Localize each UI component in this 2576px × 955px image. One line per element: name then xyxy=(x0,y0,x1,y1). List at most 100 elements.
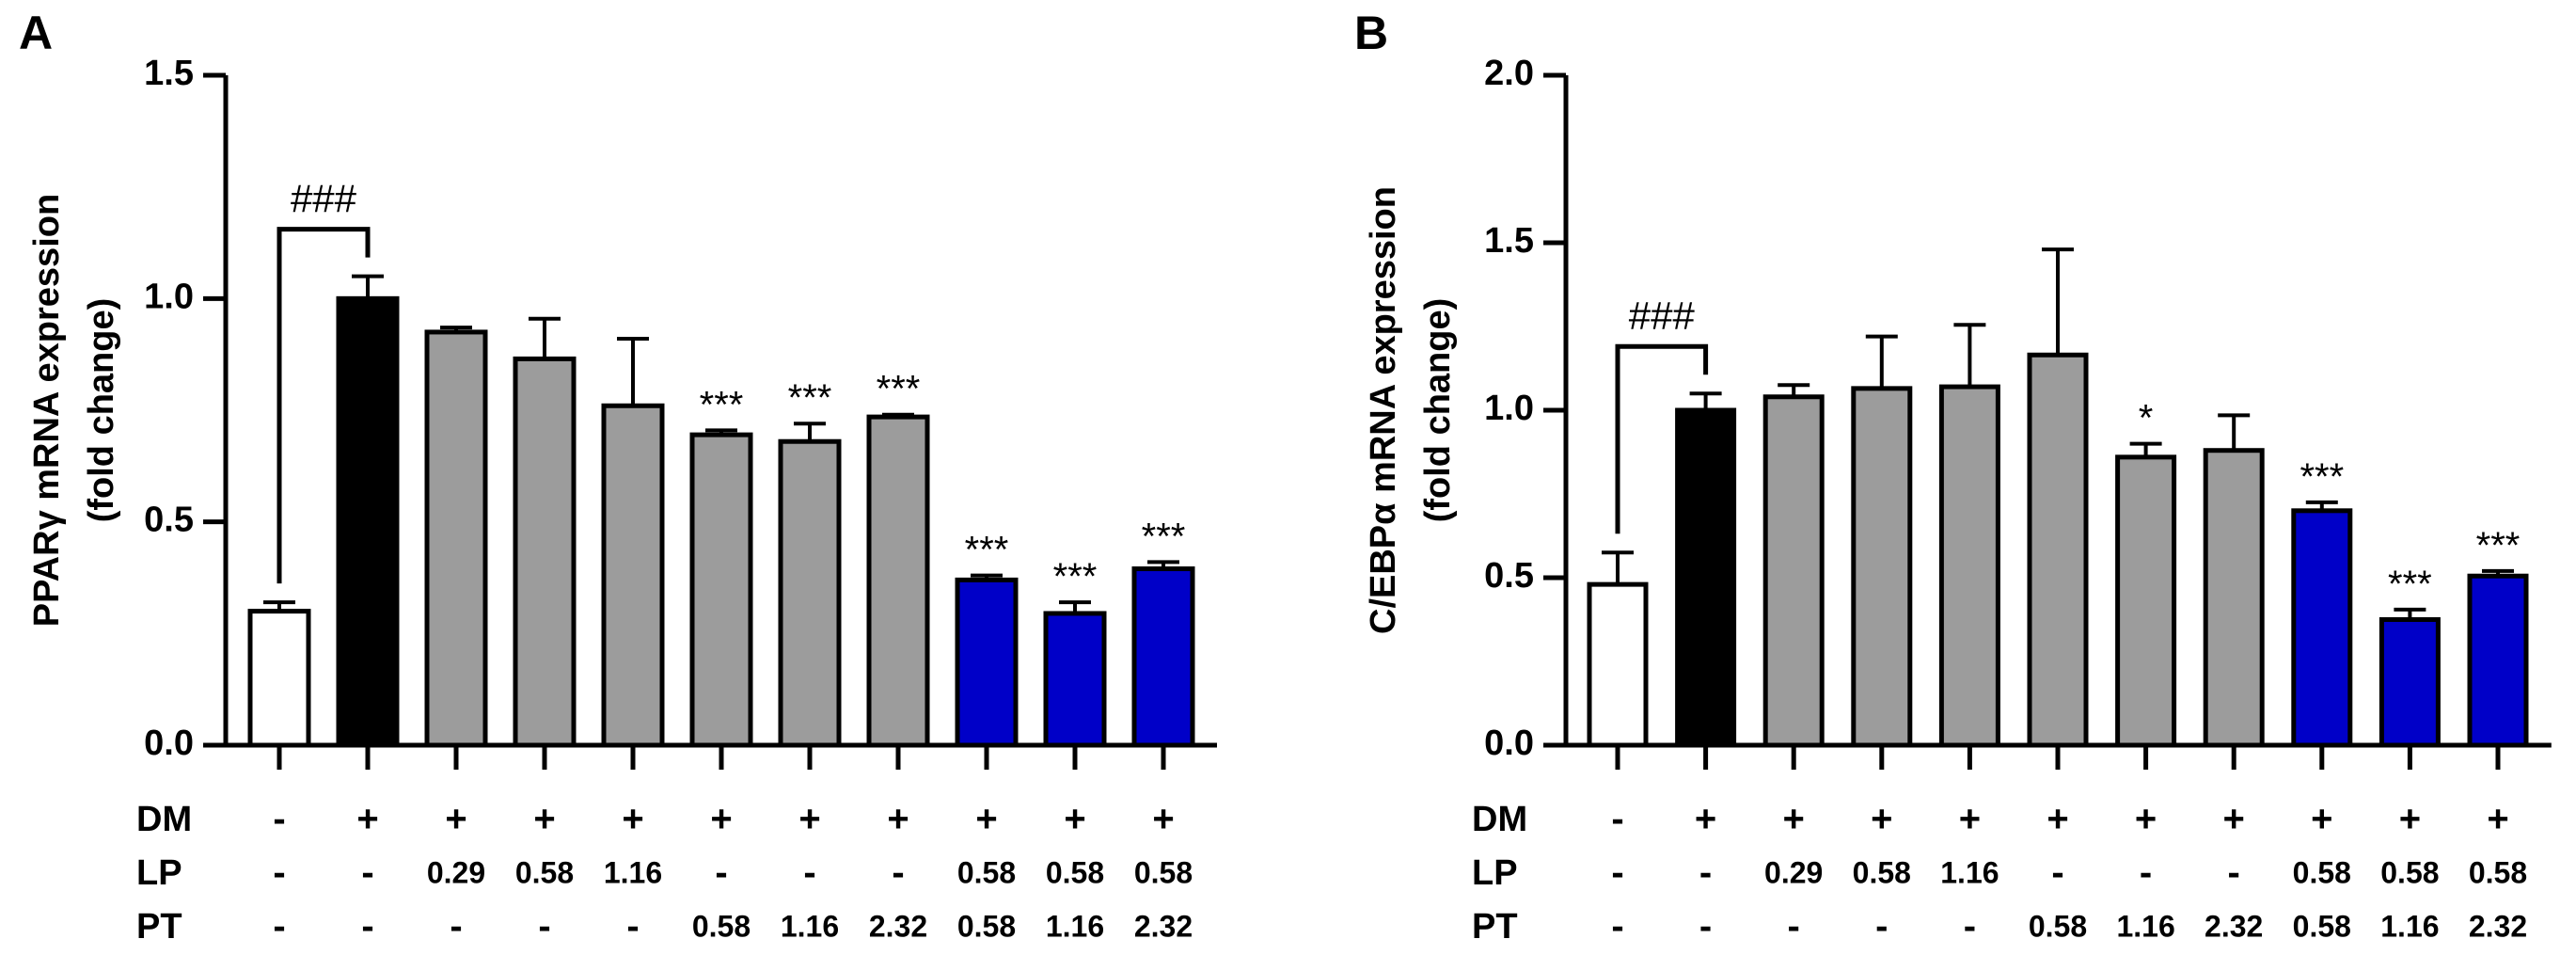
row-cell: + xyxy=(1695,799,1716,840)
row-cell: 2.32 xyxy=(1134,909,1193,943)
bar xyxy=(1938,384,2000,748)
bar xyxy=(601,403,665,748)
significance-label: *** xyxy=(788,377,832,419)
y-tick-label: 2.0 xyxy=(1484,54,1534,93)
bracket-label: ### xyxy=(1629,294,1696,338)
bar xyxy=(1043,611,1107,748)
row-cell: + xyxy=(445,799,466,840)
row-cell: 2.32 xyxy=(2469,909,2527,943)
panel-a: A PPARγ mRNA expression (fold change) 0.0 0.… xyxy=(19,7,1217,947)
row-cell: - xyxy=(450,906,462,947)
row-label: LP xyxy=(136,853,182,893)
bar xyxy=(336,295,400,748)
row-cell: 0.58 xyxy=(2469,855,2527,889)
row-cell: + xyxy=(356,799,378,840)
bar xyxy=(1675,407,1737,748)
bar xyxy=(424,329,488,748)
y-tick-label: 0.5 xyxy=(1484,556,1534,596)
bar xyxy=(2291,508,2353,748)
y-tick-label: 1.5 xyxy=(1484,221,1534,261)
row-cell: + xyxy=(887,799,909,840)
row-cell: + xyxy=(1783,799,1805,840)
row-cell: - xyxy=(1875,906,1888,947)
row-cell: + xyxy=(2487,799,2508,840)
row-label: PT xyxy=(1472,907,1518,947)
significance-label: * xyxy=(2139,398,2154,439)
row-cell: 0.58 xyxy=(2293,909,2351,943)
row-cell: 1.16 xyxy=(1046,909,1104,943)
row-label: PT xyxy=(136,907,182,947)
row-cell: + xyxy=(1959,799,1981,840)
row-cell: - xyxy=(1611,799,1623,840)
row-label: DM xyxy=(1472,800,1527,839)
panel-label: A xyxy=(19,7,53,59)
row-cell: - xyxy=(626,906,639,947)
bar xyxy=(689,432,753,748)
row-label: LP xyxy=(1472,853,1518,893)
row-cell: - xyxy=(2140,852,2152,894)
bar xyxy=(1851,386,1913,748)
row-cell: 0.58 xyxy=(692,909,751,943)
row-cell: + xyxy=(2135,799,2157,840)
bar xyxy=(247,609,311,748)
panel-label: B xyxy=(1354,7,1388,59)
comparison-bracket xyxy=(1615,343,1709,534)
row-cell: 0.58 xyxy=(2293,855,2351,889)
row-cell: + xyxy=(975,799,997,840)
significance-label: *** xyxy=(700,384,744,425)
y-axis-subtitle: (fold change) xyxy=(82,298,121,523)
row-cell: 1.16 xyxy=(781,909,839,943)
row-cell: - xyxy=(2051,852,2063,894)
significance-label: *** xyxy=(2476,525,2521,566)
row-cell: + xyxy=(1064,799,1085,840)
row-cell: + xyxy=(798,799,820,840)
row-cell: 0.58 xyxy=(1134,855,1193,889)
significance-label: *** xyxy=(2299,456,2344,498)
row-cell: - xyxy=(892,852,904,894)
row-cell: 0.58 xyxy=(957,909,1016,943)
panel-b: B C/EBPα mRNA expression (fold change) 0.0 0… xyxy=(1354,7,2552,947)
bar xyxy=(1587,581,1649,748)
row-cell: - xyxy=(715,852,727,894)
row-cell: 0.58 xyxy=(1046,855,1104,889)
bar xyxy=(2378,617,2441,748)
bar xyxy=(1131,566,1195,748)
row-cell: - xyxy=(273,906,285,947)
y-axis-title: C/EBPα mRNA expression xyxy=(1364,186,1403,634)
comparison-bracket xyxy=(277,227,371,584)
bar xyxy=(2027,352,2089,748)
row-label: DM xyxy=(136,800,192,839)
y-tick-label: 1.0 xyxy=(144,277,194,316)
row-cell: - xyxy=(1611,852,1623,894)
row-cell: 1.16 xyxy=(1940,855,1999,889)
row-cell: + xyxy=(2399,799,2421,840)
y-axis-subtitle: (fold change) xyxy=(1418,298,1458,523)
row-cell: - xyxy=(273,852,285,894)
bracket-label: ### xyxy=(291,177,357,221)
row-cell: + xyxy=(622,799,643,840)
y-tick-label: 0.5 xyxy=(144,501,194,540)
row-cell: 1.16 xyxy=(2380,909,2439,943)
row-cell: - xyxy=(538,906,550,947)
y-tick-label: 0.0 xyxy=(1484,724,1534,763)
row-cell: - xyxy=(1788,906,1800,947)
row-cell: - xyxy=(361,906,373,947)
row-cell: + xyxy=(2223,799,2245,840)
bar xyxy=(2203,448,2265,748)
row-cell: + xyxy=(710,799,732,840)
row-cell: 0.29 xyxy=(1764,855,1823,889)
y-tick-label: 0.0 xyxy=(144,724,194,763)
row-cell: 0.58 xyxy=(2380,855,2439,889)
row-cell: 1.16 xyxy=(604,855,662,889)
row-cell: + xyxy=(1871,799,1892,840)
bar xyxy=(1762,394,1825,748)
bar xyxy=(2467,573,2529,748)
row-cell: 0.58 xyxy=(515,855,574,889)
row-cell: + xyxy=(533,799,555,840)
y-tick-label: 1.5 xyxy=(144,54,194,93)
row-cell: 0.29 xyxy=(427,855,485,889)
bar xyxy=(955,577,1019,748)
row-cell: 2.32 xyxy=(869,909,927,943)
row-cell: + xyxy=(2311,799,2332,840)
row-cell: - xyxy=(273,799,285,840)
